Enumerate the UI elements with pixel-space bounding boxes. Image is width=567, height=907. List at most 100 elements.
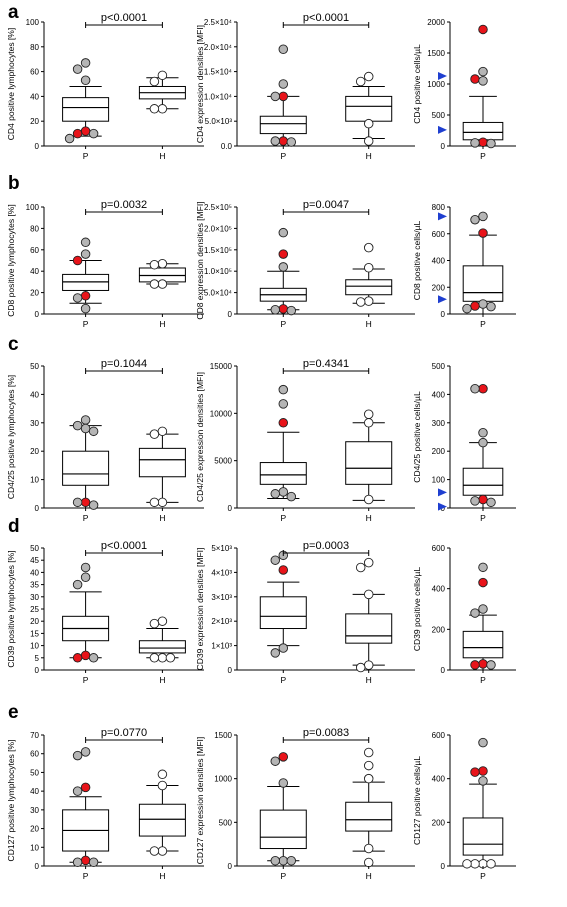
- y-tick-label: 15: [30, 629, 39, 638]
- data-point: [157, 846, 168, 856]
- y-axis-label: CD4 positive lymphocytes [%]: [6, 28, 16, 140]
- box-group-P: P: [259, 550, 307, 685]
- data-point: [278, 418, 289, 428]
- data-point: [278, 304, 289, 314]
- reference-marker-icon: [438, 502, 447, 511]
- x-tick-label: P: [280, 151, 286, 161]
- data-point: [64, 133, 75, 144]
- data-point: [72, 255, 83, 266]
- data-point: [470, 214, 480, 225]
- y-tick-label: 0: [35, 310, 40, 319]
- chart-d-1: 0 5 10 15 20 25 30 35 40 45 50 CD39 positive lympho…: [6, 540, 204, 685]
- y-tick-label: 100: [26, 18, 40, 27]
- data-point: [470, 660, 480, 670]
- y-tick-label: 2.0×10⁴: [204, 43, 233, 52]
- data-point: [286, 305, 297, 316]
- data-point: [478, 437, 488, 448]
- data-point: [149, 618, 160, 629]
- x-tick-label: H: [366, 319, 372, 329]
- box-group-H: H: [345, 557, 393, 685]
- x-tick-label: H: [159, 513, 165, 523]
- box-group-P: P: [62, 58, 110, 161]
- data-point: [72, 497, 83, 508]
- data-point: [486, 138, 496, 149]
- y-tick-label: 10: [30, 843, 39, 852]
- data-point: [470, 138, 480, 148]
- data-point: [478, 577, 488, 588]
- p-value-label: p=0.4341: [303, 358, 349, 370]
- box-group-H: H: [138, 258, 186, 329]
- y-tick-label: 500: [432, 362, 446, 371]
- y-tick-label: 200: [432, 447, 446, 456]
- box-group-H: H: [345, 409, 393, 523]
- y-tick-label: 40: [30, 267, 39, 276]
- data-point: [149, 104, 160, 114]
- data-point: [278, 565, 289, 575]
- data-point: [270, 304, 281, 315]
- data-point: [270, 489, 281, 499]
- box-group-P: P: [259, 752, 307, 881]
- y-tick-label: 400: [432, 585, 446, 594]
- data-point: [80, 415, 91, 425]
- data-point: [363, 136, 374, 146]
- y-tick-label: 5.0×10⁴: [204, 289, 233, 298]
- data-point: [286, 491, 297, 502]
- reference-marker-icon: [438, 295, 447, 304]
- y-axis-label: CD127 positive cells/µL: [412, 756, 422, 845]
- data-point: [278, 487, 289, 497]
- data-point: [80, 650, 91, 661]
- y-tick-label: 5: [35, 654, 40, 663]
- data-point: [157, 769, 168, 780]
- y-tick-label: 200: [432, 283, 446, 292]
- chart-a-1: 0 20 40 60 80 100 CD4 positive lymphocytes [%]…: [6, 12, 204, 161]
- y-tick-label: 1×10³: [211, 642, 232, 651]
- y-tick-label: 1500: [214, 731, 232, 740]
- y-tick-label: 80: [30, 43, 39, 52]
- y-tick-label: 0: [35, 142, 40, 151]
- y-tick-label: 2×10³: [211, 617, 232, 626]
- data-point: [478, 776, 488, 786]
- y-tick-label: 200: [432, 818, 446, 827]
- box-group-P: P: [62, 747, 110, 881]
- y-axis-label: CD8 positive cells/µL: [412, 220, 422, 300]
- box-group-P: P: [62, 415, 110, 523]
- data-point: [80, 126, 91, 136]
- data-point: [88, 500, 99, 510]
- data-point: [270, 136, 281, 146]
- data-point: [363, 760, 374, 771]
- x-tick-label: P: [480, 871, 486, 881]
- data-point: [286, 137, 297, 147]
- p-value-label: p=0.1044: [101, 358, 147, 370]
- reference-marker-icon: [438, 488, 447, 497]
- data-point: [478, 604, 488, 614]
- y-tick-label: 2000: [427, 18, 445, 27]
- box-group-H: H: [345, 747, 393, 881]
- data-point: [80, 855, 91, 866]
- box-iqr: [138, 640, 186, 654]
- chart-d-2: 0 1×10³ 2×10³ 3×10³ 4×10³ 5×10³ CD39 expressio…: [195, 540, 415, 685]
- y-tick-label: 60: [30, 750, 39, 759]
- chart-c-3: 0 100 200 300 400 500 CD4/25 positive cells/µL…: [412, 362, 516, 523]
- x-tick-label: P: [480, 675, 486, 685]
- data-point: [478, 494, 488, 505]
- data-point: [80, 237, 91, 248]
- y-tick-label: 30: [30, 593, 39, 602]
- data-point: [478, 228, 488, 238]
- data-point: [80, 291, 91, 301]
- chart-c-1: 0 10 20 30 40 50 CD4/25 positive lymphocytes […: [6, 358, 204, 523]
- y-tick-label: 40: [30, 92, 39, 101]
- box-group-P: P: [462, 211, 504, 329]
- box-iqr: [462, 817, 504, 856]
- data-point: [278, 262, 289, 272]
- data-point: [478, 737, 488, 748]
- x-tick-label: H: [159, 675, 165, 685]
- box-group-P: P: [462, 737, 504, 881]
- box-group-H: H: [345, 71, 393, 161]
- y-tick-label: 1000: [214, 775, 232, 784]
- box-group-P: P: [62, 237, 110, 329]
- y-tick-label: 25: [30, 605, 39, 614]
- data-point: [478, 383, 488, 394]
- data-point: [157, 497, 168, 508]
- y-tick-label: 0: [441, 504, 446, 513]
- chart-b-2: 0 5.0×10⁴ 1.0×10⁵ 1.5×10⁵ 2.0×10⁵ 2.5×10⁵CD8 …: [195, 199, 415, 329]
